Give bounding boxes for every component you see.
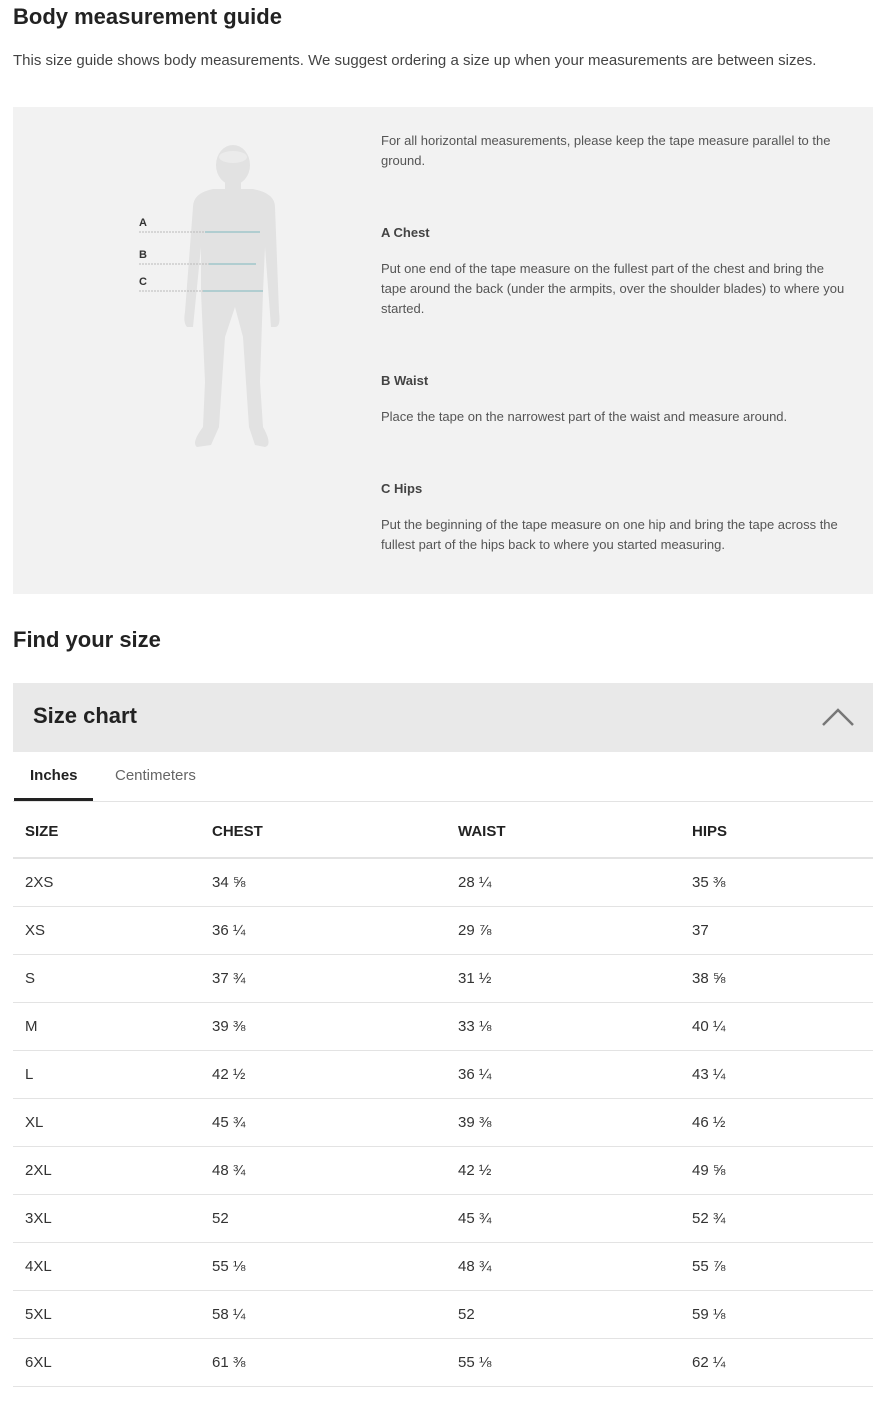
cell-size: XL <box>25 1114 44 1131</box>
cell-chest: 58 ¼ <box>212 1306 246 1323</box>
cell-hips: 46 ½ <box>692 1114 726 1131</box>
hips-heading: C Hips <box>381 481 423 496</box>
table-row: 2XL 48 ¾ 42 ½ 49 ⅝ <box>13 1147 873 1195</box>
measurement-guide-panel: A B C For all horizontal measurements, p… <box>13 107 873 594</box>
cell-size: 5XL <box>25 1306 52 1323</box>
table-row: L 42 ½ 36 ¼ 43 ¼ <box>13 1051 873 1099</box>
cell-waist: 52 <box>458 1306 475 1323</box>
tab-centimeters[interactable]: Centimeters <box>115 767 196 784</box>
page-title: Body measurement guide <box>13 4 282 29</box>
cell-chest: 52 <box>212 1210 229 1227</box>
table-row: S 37 ¾ 31 ½ 38 ⅝ <box>13 955 873 1003</box>
cell-hips: 59 ⅛ <box>692 1306 726 1323</box>
cell-size: M <box>25 1018 38 1035</box>
chevron-up-icon[interactable] <box>821 705 855 727</box>
cell-hips: 55 ⅞ <box>692 1258 726 1275</box>
intro-text: This size guide shows body measurements.… <box>13 52 817 69</box>
column-header-waist: WAIST <box>458 823 506 840</box>
cell-waist: 55 ⅛ <box>458 1354 492 1371</box>
cell-size: L <box>25 1066 34 1083</box>
find-size-heading: Find your size <box>13 627 161 652</box>
waist-heading: B Waist <box>381 373 429 388</box>
cell-waist: 45 ¾ <box>458 1210 492 1227</box>
measurement-instructions: For all horizontal measurements, please … <box>381 131 851 555</box>
cell-chest: 37 ¾ <box>212 970 246 987</box>
cell-chest: 61 ⅜ <box>212 1354 246 1371</box>
cell-waist: 42 ½ <box>458 1162 492 1179</box>
cell-waist: 29 ⅞ <box>458 922 492 939</box>
cell-hips: 38 ⅝ <box>692 970 726 987</box>
chest-heading: A Chest <box>381 225 430 240</box>
column-header-size: SIZE <box>25 823 59 840</box>
cell-chest: 36 ¼ <box>212 922 246 939</box>
cell-waist: 36 ¼ <box>458 1066 492 1083</box>
table-row: XS 36 ¼ 29 ⅞ 37 <box>13 907 873 955</box>
cell-waist: 33 ⅛ <box>458 1018 492 1035</box>
cell-size: 2XS <box>25 874 54 891</box>
cell-hips: 40 ¼ <box>692 1018 726 1035</box>
body-figure-illustration: A B C <box>139 145 280 447</box>
cell-hips: 35 ⅜ <box>692 874 726 891</box>
cell-waist: 39 ⅜ <box>458 1114 492 1131</box>
cell-hips: 49 ⅝ <box>692 1162 726 1179</box>
table-row: 4XL 55 ⅛ 48 ¾ 55 ⅞ <box>13 1243 873 1291</box>
column-header-chest: CHEST <box>212 823 263 840</box>
size-table: SIZE CHEST WAIST HIPS 2XS 34 ⅝ 28 ¼ 35 ⅜ XS 3… <box>13 802 873 1387</box>
figure-label-c: C <box>139 276 147 288</box>
chest-text: Put one end of the tape measure on the f… <box>381 261 845 316</box>
table-header-row: SIZE CHEST WAIST HIPS <box>13 802 873 859</box>
size-chart-accordion-header[interactable]: Size chart <box>13 683 873 752</box>
cell-size: 4XL <box>25 1258 52 1275</box>
cell-chest: 42 ½ <box>212 1066 246 1083</box>
cell-chest: 45 ¾ <box>212 1114 246 1131</box>
cell-hips: 62 ¼ <box>692 1354 726 1371</box>
cell-waist: 48 ¾ <box>458 1258 492 1275</box>
cell-size: XS <box>25 922 46 939</box>
table-row: 6XL 61 ⅜ 55 ⅛ 62 ¼ <box>13 1339 873 1387</box>
size-chart-title: Size chart <box>33 703 137 728</box>
horizontal-note: For all horizontal measurements, please … <box>381 133 831 168</box>
active-tab-indicator <box>14 798 93 801</box>
column-header-hips: HIPS <box>692 823 728 840</box>
cell-chest: 55 ⅛ <box>212 1258 246 1275</box>
table-row: M 39 ⅜ 33 ⅛ 40 ¼ <box>13 1003 873 1051</box>
table-row: 2XS 34 ⅝ 28 ¼ 35 ⅜ <box>13 859 873 907</box>
figure-label-a: A <box>139 217 147 229</box>
tab-inches[interactable]: Inches <box>30 767 78 784</box>
figure-label-b: B <box>139 249 147 261</box>
cell-chest: 39 ⅜ <box>212 1018 246 1035</box>
cell-size: 3XL <box>25 1210 52 1227</box>
cell-size: 6XL <box>25 1354 52 1371</box>
cell-hips: 37 <box>692 922 709 939</box>
cell-size: 2XL <box>25 1162 52 1179</box>
cell-hips: 43 ¼ <box>692 1066 726 1083</box>
cell-chest: 48 ¾ <box>212 1162 246 1179</box>
cell-chest: 34 ⅝ <box>212 874 246 891</box>
cell-waist: 31 ½ <box>458 970 492 987</box>
table-row: XL 45 ¾ 39 ⅜ 46 ½ <box>13 1099 873 1147</box>
cell-size: S <box>25 970 36 987</box>
table-row: 3XL 52 45 ¾ 52 ¾ <box>13 1195 873 1243</box>
cell-waist: 28 ¼ <box>458 874 492 891</box>
table-row: 5XL 58 ¼ 52 59 ⅛ <box>13 1291 873 1339</box>
unit-tabs: Inches Centimeters <box>13 752 873 802</box>
waist-text: Place the tape on the narrowest part of … <box>381 409 788 424</box>
hips-text: Put the beginning of the tape measure on… <box>381 517 838 552</box>
cell-hips: 52 ¾ <box>692 1210 726 1227</box>
